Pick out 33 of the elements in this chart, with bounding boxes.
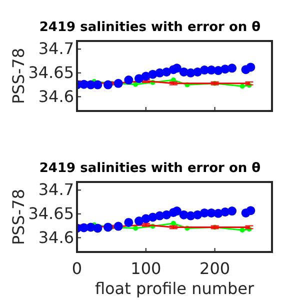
point (240, 84, 245, 89)
point (124, 218, 134, 227)
y-tick-label: 34.6 (38, 86, 74, 106)
point (93, 80, 102, 90)
point (104, 222, 113, 232)
x-tick-label: 200 (200, 259, 230, 278)
point (93, 224, 102, 233)
y-axis-title: PSS-78 (9, 48, 28, 104)
x-tick-label: 0 (72, 259, 82, 278)
point (133, 82, 138, 87)
y-tick-label: 34.65 (28, 63, 74, 82)
y-axis-title: PSS-78 (9, 188, 28, 246)
chart-title: 2419 salinities with error on θ (39, 161, 261, 176)
point (246, 62, 256, 72)
point (170, 220, 176, 226)
point (114, 222, 123, 231)
x-axis-title: float profile number (94, 279, 254, 298)
x-tick-label: 100 (130, 259, 162, 278)
point (104, 80, 113, 90)
point (162, 67, 172, 76)
point (133, 226, 138, 231)
point (240, 228, 245, 233)
point (228, 206, 237, 216)
point (246, 206, 256, 216)
y-tick-label: 34.7 (38, 180, 74, 200)
chart-title: 2419 salinities with error on θ (39, 20, 261, 35)
y-tick-label: 34.6 (38, 228, 74, 247)
y-tick-label: 34.7 (38, 39, 74, 58)
point (134, 216, 144, 226)
point (114, 78, 123, 88)
y-tick-label: 34.65 (28, 204, 74, 224)
point (228, 64, 237, 73)
point (124, 76, 134, 85)
